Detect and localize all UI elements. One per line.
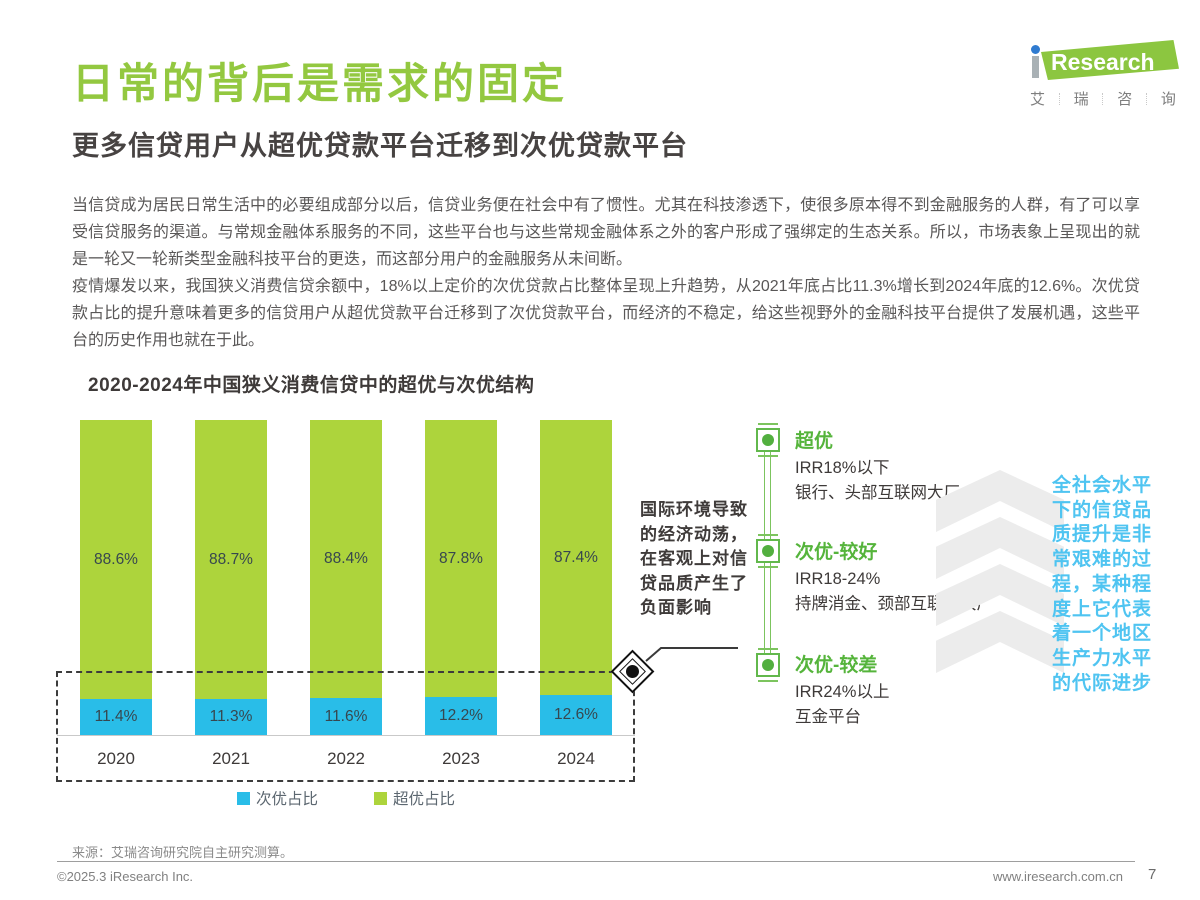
segment-subprime: 11.6% (310, 698, 382, 735)
subprime-highlight-box (56, 671, 635, 782)
segment-prime: 87.8% (425, 420, 497, 697)
tier-label: 次优-较差 (795, 655, 878, 676)
body-paragraphs: 当信贷成为居民日常生活中的必要组成部分以后，信贷业务便在社会中有了惯性。尤其在科… (72, 192, 1140, 354)
source-note: 来源：艾瑞咨询研究院自主研究测算。 (72, 845, 294, 860)
segment-subprime: 12.2% (425, 697, 497, 735)
chevron-watermark-icon (936, 470, 1064, 673)
iresearch-logo: Research 艾 瑞 咨 询 (1028, 38, 1179, 109)
economy-annotation: 国际环境导致的经济动荡，在客观上对信贷品质产生了负面影响 (640, 500, 748, 617)
x-axis-line (57, 735, 635, 736)
tier-providers: 银行、头部互联网大厂 (795, 484, 960, 502)
segment-prime: 88.6% (80, 420, 152, 699)
side-note: 全社会水平下的信贷品质提升是非常艰难的过程，某种程度上它代表着一个地区生产力水平… (1052, 475, 1153, 694)
segment-prime: 87.4% (540, 420, 612, 695)
year-label: 2023 (442, 749, 480, 768)
logo-char: 艾 (1030, 91, 1046, 108)
logo-brand-text: Research (1051, 49, 1155, 75)
diamond-marker-core (619, 658, 646, 685)
logo-green-flag-icon: Research (1041, 40, 1179, 80)
page-subtitle: 更多信贷用户从超优贷款平台迁移到次优贷款平台 (72, 131, 688, 161)
bar-2024: 87.4% 12.6% (540, 420, 612, 735)
page-number: 7 (1148, 866, 1157, 883)
segment-prime: 88.4% (310, 420, 382, 698)
legend-item: 次优占比 (236, 787, 318, 809)
logo-separator (1146, 92, 1148, 105)
tier-label: 次优-较好 (795, 542, 878, 563)
bar-2023: 87.8% 12.2% (425, 420, 497, 735)
year-label: 2022 (327, 749, 365, 768)
tier-marker-icon (755, 648, 781, 682)
bar-2020: 88.6% 11.4% (80, 420, 152, 735)
segment-subprime: 12.6% (540, 695, 612, 735)
logo-char: 咨 (1117, 91, 1133, 108)
logo-char: 询 (1160, 91, 1176, 108)
segment-subprime: 11.3% (195, 699, 267, 735)
legend-label: 超优占比 (393, 791, 456, 808)
tier-marker-icon (755, 534, 781, 568)
paragraph-1: 当信贷成为居民日常生活中的必要组成部分以后，信贷业务便在社会中有了惯性。尤其在科… (72, 197, 1140, 268)
logo-i-stem-icon (1032, 56, 1039, 78)
year-label: 2021 (212, 749, 250, 768)
bar-2022: 88.4% 11.6% (310, 420, 382, 735)
bar-2021: 88.7% 11.3% (195, 420, 267, 735)
year-label: 2024 (557, 749, 595, 768)
tier-marker-icon (755, 423, 781, 457)
logo-separator (1102, 92, 1104, 105)
chart-title: 2020-2024年中国狭义消费信贷中的超优与次优结构 (88, 375, 535, 396)
legend-swatch-icon (374, 791, 387, 805)
legend-label: 次优占比 (255, 791, 318, 808)
tier-block: 次优-较差 IRR24%以上 互金平台 (795, 650, 1085, 730)
tier-providers: 互金平台 (795, 708, 861, 726)
chevron-icon (936, 611, 1064, 673)
year-label: 2020 (97, 749, 135, 768)
segment-subprime: 11.4% (80, 699, 152, 735)
segment-prime: 88.7% (195, 420, 267, 699)
tier-irr-range: IRR24%以上 (795, 683, 890, 701)
tier-irr-range: IRR18%以下 (795, 459, 890, 477)
logo-chinese-name: 艾 瑞 咨 询 (1030, 88, 1176, 109)
chart-legend: 次优占比 超优占比 (57, 787, 635, 809)
logo-i-dot-icon (1031, 45, 1040, 54)
tier-irr-range: IRR18-24% (795, 570, 881, 588)
footer-divider (57, 861, 1135, 862)
logo-char: 瑞 (1073, 91, 1089, 108)
copyright: ©2025.3 iResearch Inc. (57, 869, 194, 884)
tier-block: 超优 IRR18%以下银行、头部互联网大厂 (795, 426, 1085, 506)
legend-swatch-icon (236, 791, 250, 805)
paragraph-2: 疫情爆发以来，我国狭义消费信贷余额中，18%以上定价的次优贷款占比整体呈现上升趋… (72, 278, 1140, 349)
logo-separator (1058, 92, 1060, 105)
tier-label: 超优 (795, 431, 834, 452)
page-title: 日常的背后是需求的固定 (72, 60, 568, 107)
website-link[interactable]: www.iresearch.com.cn (993, 869, 1124, 884)
legend-item: 超优占比 (374, 787, 455, 809)
